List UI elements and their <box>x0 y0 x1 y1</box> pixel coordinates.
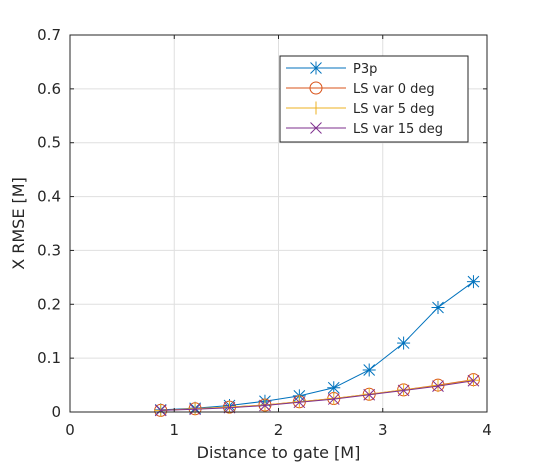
x-tick-label: 4 <box>482 421 492 439</box>
series-group <box>154 275 480 417</box>
legend-marker <box>309 81 323 95</box>
data-point <box>431 301 445 315</box>
y-tick-label: 0.4 <box>37 188 61 206</box>
x-tick-label: 3 <box>378 421 388 439</box>
data-point <box>432 380 444 393</box>
data-point <box>467 374 480 387</box>
y-tick-label: 0 <box>51 403 61 421</box>
legend-label: LS var 5 deg <box>353 102 435 117</box>
series-ls-var-0-deg <box>154 373 480 417</box>
series-p3p <box>154 275 480 417</box>
legend-marker <box>310 122 322 134</box>
data-point <box>293 396 306 409</box>
y-tick-label: 0.6 <box>37 80 61 98</box>
data-point <box>363 388 376 401</box>
legend-item: LS var 15 deg <box>286 122 443 137</box>
data-point <box>362 363 376 377</box>
x-tick-label: 1 <box>169 421 179 439</box>
series-ls-var-15-deg <box>154 374 480 417</box>
data-point <box>327 393 340 405</box>
y-tick-label: 0.3 <box>37 241 61 259</box>
legend-label: LS var 15 deg <box>353 122 443 137</box>
legend-label: LS var 0 deg <box>353 82 435 97</box>
data-point <box>466 275 480 289</box>
legend: P3p LS var 0 deg LS var 5 deg LS var 15 deg <box>279 55 469 143</box>
data-point <box>154 404 167 417</box>
legend-item: LS var 5 deg <box>286 101 435 117</box>
y-axis-label: X RMSE [M] <box>9 177 28 270</box>
y-tick-label: 0.5 <box>37 134 61 152</box>
legend-label: P3p <box>353 62 377 77</box>
series-line <box>160 281 474 411</box>
y-tick-label: 0.1 <box>37 349 61 367</box>
legend-item: LS var 0 deg <box>286 81 435 97</box>
series-ls-var-5-deg <box>154 373 480 417</box>
data-point <box>189 403 201 416</box>
series-line <box>160 380 474 411</box>
series-line <box>160 379 474 411</box>
series-line <box>160 379 474 411</box>
x-tick-label: 0 <box>65 421 75 439</box>
x-tick-label: 2 <box>274 421 284 439</box>
legend-marker <box>309 101 323 115</box>
data-point <box>397 336 411 350</box>
legend-item: P3p <box>286 61 377 77</box>
legend-marker <box>309 61 323 75</box>
x-axis-label: Distance to gate [M] <box>197 443 361 462</box>
y-tick-label: 0.7 <box>37 26 61 44</box>
data-point <box>223 401 236 414</box>
y-tick-label: 0.2 <box>37 295 61 313</box>
data-point <box>397 384 410 397</box>
data-point <box>259 399 271 412</box>
ticks: 0 1 2 3 4 0 0.1 0.2 0.3 0.4 0.5 0.6 0.7 <box>37 26 492 439</box>
